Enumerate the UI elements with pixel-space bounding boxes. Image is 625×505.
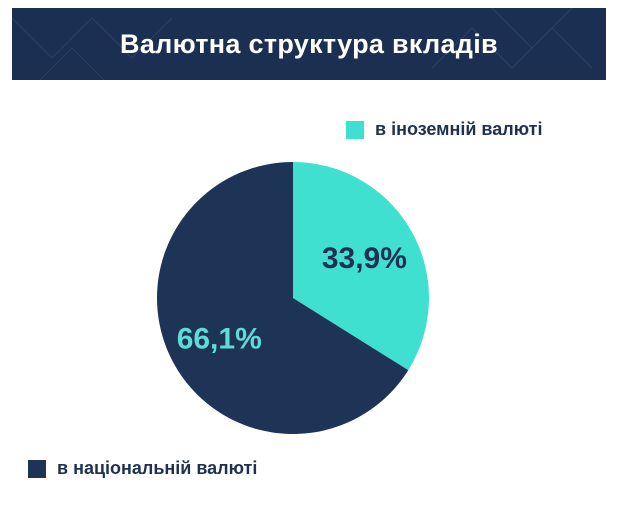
- pie-slice-foreign: [293, 162, 429, 371]
- legend-swatch-foreign: [346, 120, 364, 139]
- chart-title: Валютна структура вкладів: [120, 28, 498, 59]
- legend-label-foreign: в іноземній валюті: [375, 119, 543, 139]
- banner-pattern: [12, 8, 593, 80]
- legend-item-foreign: в іноземній валюті: [346, 119, 542, 140]
- pie-slice-national: [157, 162, 409, 435]
- data-label-national: 66,1%: [177, 322, 262, 355]
- legend-label-national: в національній валюті: [57, 458, 258, 478]
- legend-item-national: в національній валюті: [28, 458, 257, 479]
- legend-swatch-national: [28, 459, 46, 478]
- title-banner: Валютна структура вкладів: [12, 8, 606, 80]
- data-label-foreign: 33,9%: [322, 242, 407, 275]
